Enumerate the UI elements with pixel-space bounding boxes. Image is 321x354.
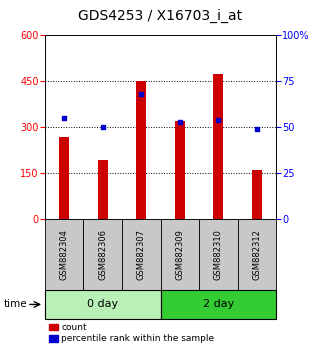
Text: time: time (3, 299, 27, 309)
Bar (175, 121, 185, 219)
Bar (98, 160, 108, 219)
Bar (160, 219, 199, 290)
Point (177, 119, 182, 125)
Text: GSM882310: GSM882310 (214, 229, 223, 280)
Point (216, 117, 221, 123)
Text: GSM882306: GSM882306 (98, 229, 107, 280)
Point (100, 125, 105, 130)
Text: 2 day: 2 day (203, 299, 234, 309)
Text: 0 day: 0 day (87, 299, 118, 309)
Text: GDS4253 / X16703_i_at: GDS4253 / X16703_i_at (78, 9, 243, 23)
Text: GSM882309: GSM882309 (175, 229, 184, 280)
Point (139, 91, 144, 97)
Bar (45, 290, 160, 319)
Point (62, 115, 67, 121)
Bar (122, 219, 160, 290)
Point (254, 126, 259, 132)
Bar (59, 137, 69, 219)
Bar (199, 219, 238, 290)
Bar (238, 219, 276, 290)
Text: GSM882304: GSM882304 (60, 229, 69, 280)
Bar (136, 81, 146, 219)
Bar (160, 290, 276, 319)
Bar (83, 219, 122, 290)
Legend: count, percentile rank within the sample: count, percentile rank within the sample (49, 323, 214, 343)
Bar (213, 74, 223, 219)
Text: GSM882312: GSM882312 (252, 229, 261, 280)
Bar (45, 219, 83, 290)
Text: GSM882307: GSM882307 (137, 229, 146, 280)
Bar (252, 170, 262, 219)
